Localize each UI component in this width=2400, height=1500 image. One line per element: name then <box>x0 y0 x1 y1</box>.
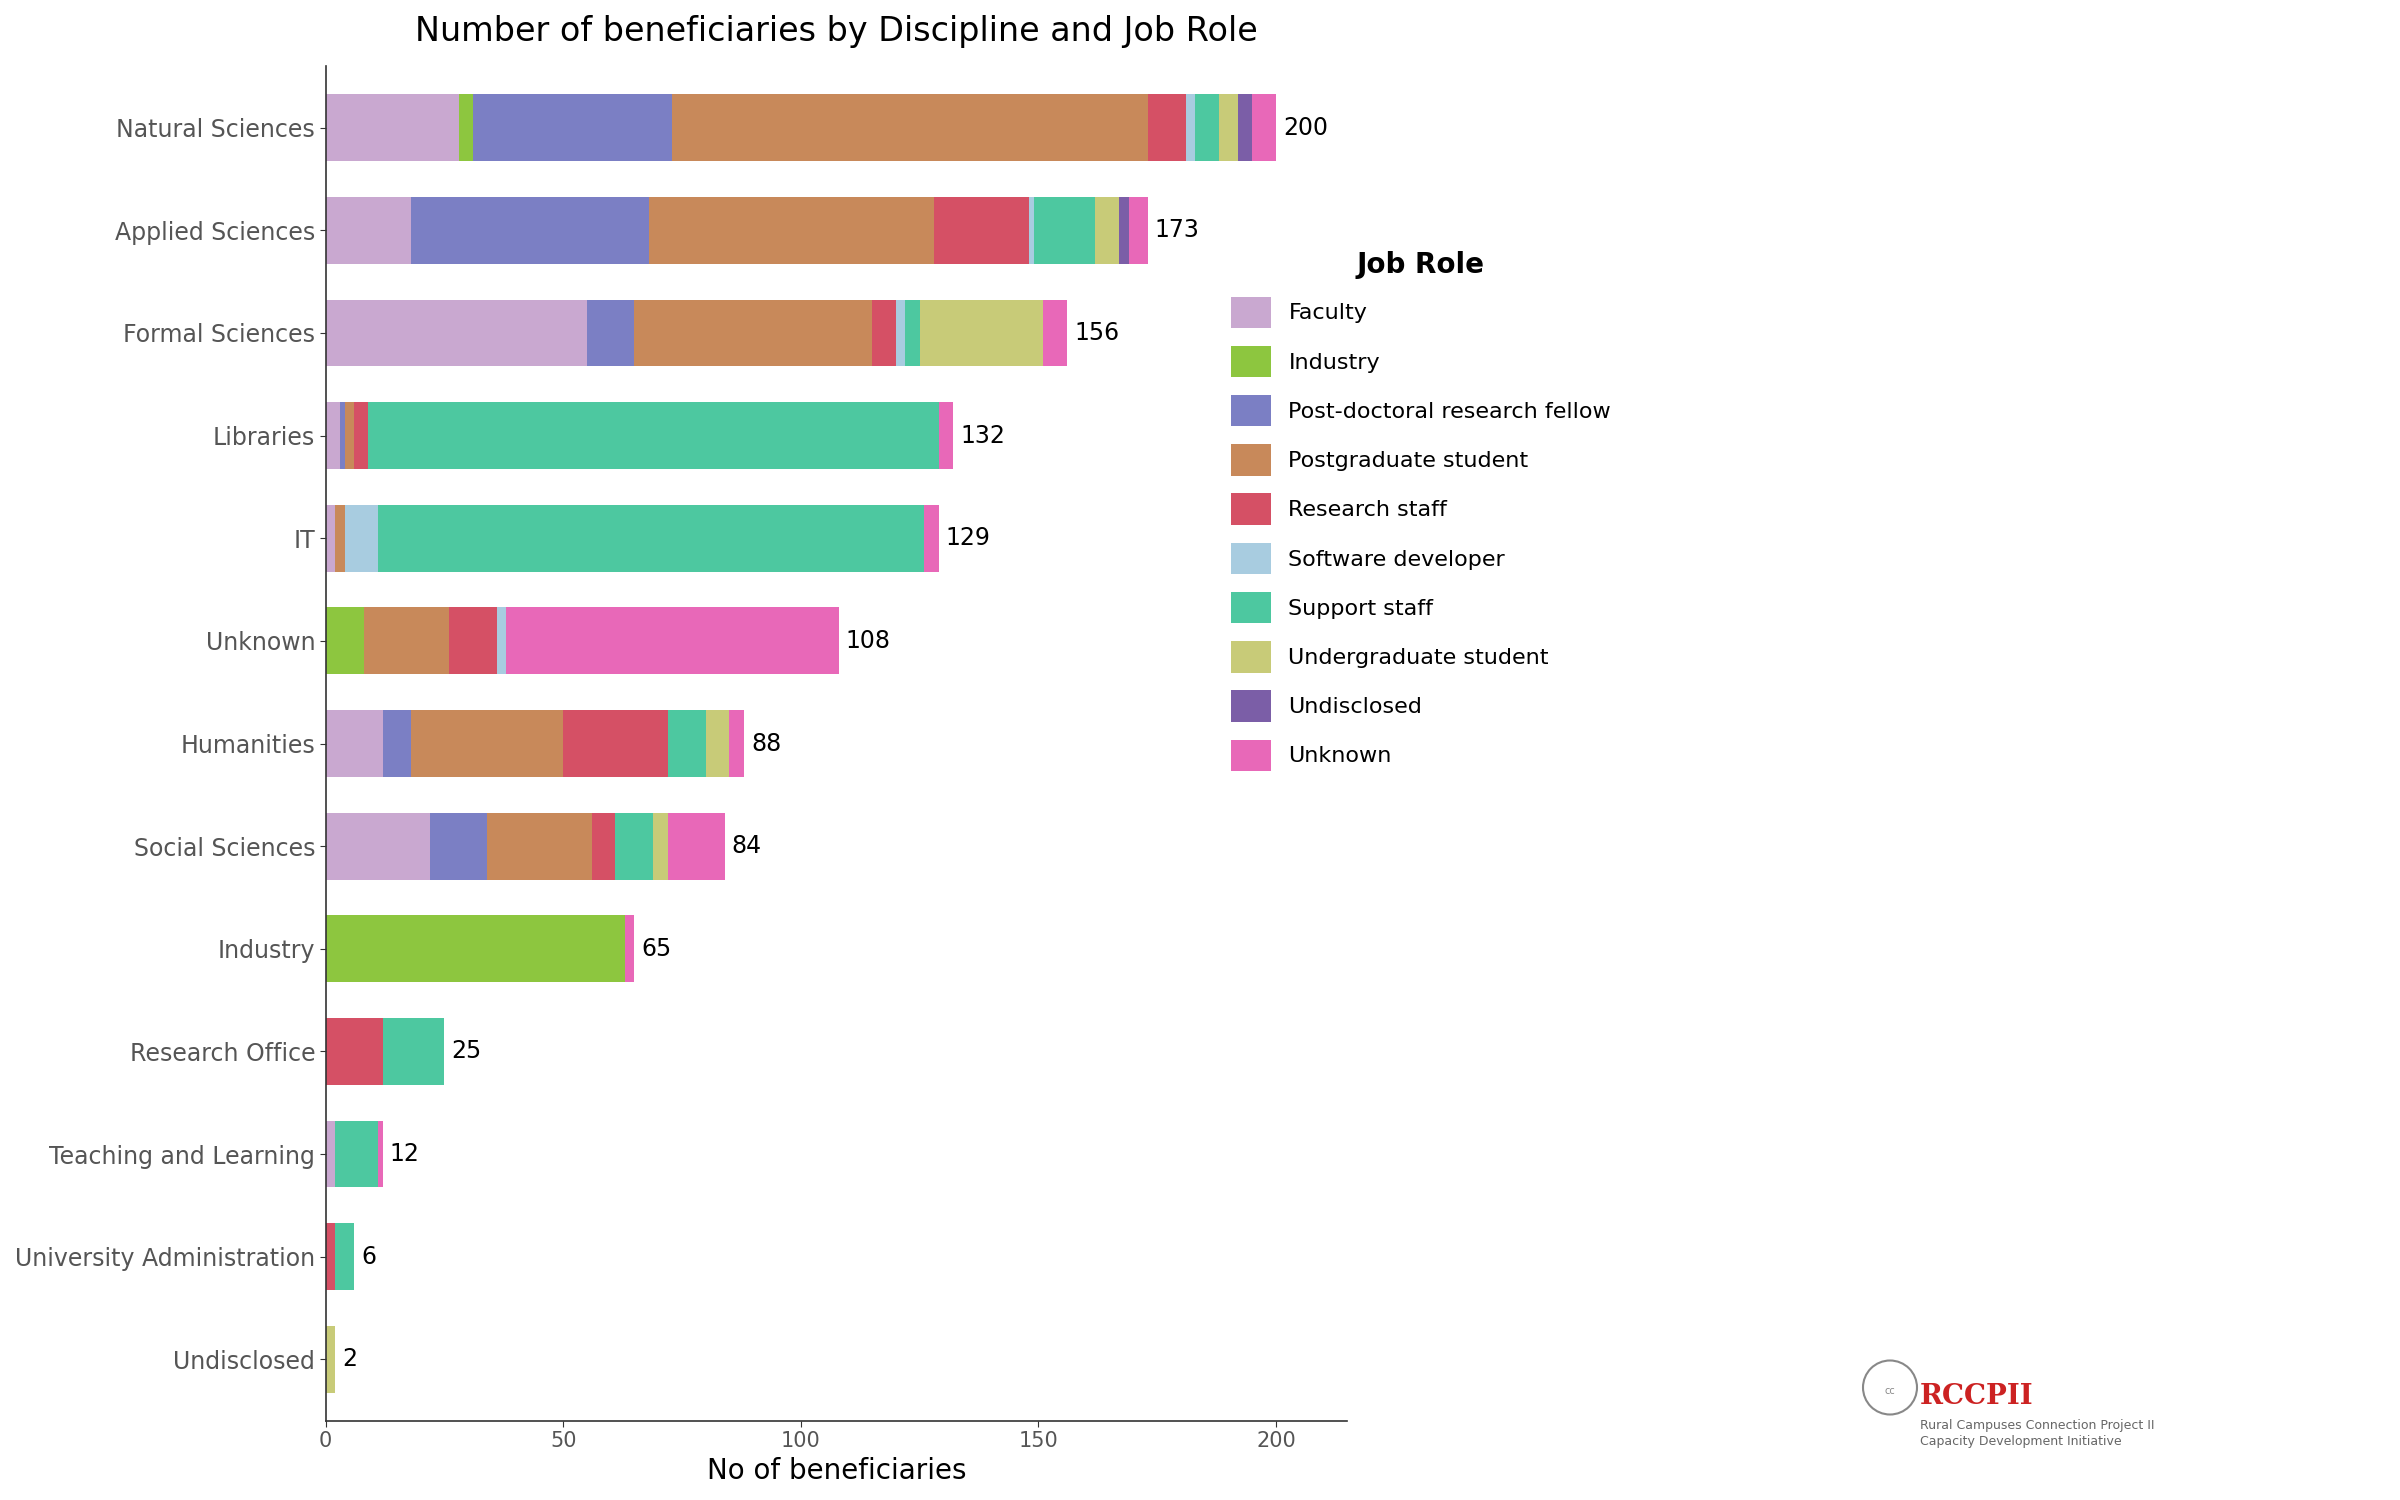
Bar <box>473 94 672 160</box>
Text: 6: 6 <box>360 1245 377 1269</box>
Text: 12: 12 <box>389 1142 420 1166</box>
Text: RCCPII: RCCPII <box>1920 1383 2033 1410</box>
Bar <box>730 710 744 777</box>
Bar <box>1034 196 1094 264</box>
Bar <box>326 506 336 572</box>
Bar <box>564 710 667 777</box>
Bar <box>336 506 346 572</box>
Bar <box>487 813 593 879</box>
Bar <box>367 402 938 470</box>
Bar <box>1128 196 1147 264</box>
Text: 108: 108 <box>845 628 890 652</box>
Text: 132: 132 <box>960 423 1006 447</box>
Text: 156: 156 <box>1075 321 1118 345</box>
Bar <box>1219 94 1238 160</box>
Legend: Faculty, Industry, Post-doctoral research fellow, Postgraduate student, Research: Faculty, Industry, Post-doctoral researc… <box>1219 240 1622 782</box>
Bar <box>1044 300 1068 366</box>
Bar <box>341 402 346 470</box>
Bar <box>458 94 473 160</box>
Bar <box>1253 94 1277 160</box>
Bar <box>326 813 430 879</box>
Bar <box>1186 94 1195 160</box>
Bar <box>871 300 895 366</box>
Bar <box>1118 196 1128 264</box>
Bar <box>624 915 634 982</box>
Bar <box>326 402 341 470</box>
Text: 173: 173 <box>1154 217 1200 242</box>
Bar <box>895 300 905 366</box>
Text: Rural Campuses Connection Project II
Capacity Development Initiative: Rural Campuses Connection Project II Cap… <box>1920 1419 2155 1448</box>
Bar <box>410 196 648 264</box>
Bar <box>905 300 919 366</box>
Bar <box>377 1120 382 1188</box>
Text: 129: 129 <box>946 526 991 550</box>
Bar <box>336 1224 355 1290</box>
Text: 65: 65 <box>641 938 672 962</box>
Bar <box>919 300 1044 366</box>
Bar <box>924 506 938 572</box>
Text: 25: 25 <box>451 1040 482 1064</box>
Bar <box>326 710 382 777</box>
Bar <box>326 300 588 366</box>
Bar <box>648 196 934 264</box>
Bar <box>382 710 410 777</box>
Bar <box>346 506 377 572</box>
Bar <box>667 813 725 879</box>
Text: cc: cc <box>1884 1386 1896 1395</box>
Bar <box>449 608 497 674</box>
Bar <box>326 1224 336 1290</box>
Text: 88: 88 <box>751 732 780 756</box>
Bar <box>1030 196 1034 264</box>
Bar <box>1094 196 1118 264</box>
Bar <box>506 608 840 674</box>
Bar <box>326 1019 382 1084</box>
Bar <box>706 710 730 777</box>
Bar <box>653 813 667 879</box>
X-axis label: No of beneficiaries: No of beneficiaries <box>706 1456 967 1485</box>
Bar <box>497 608 506 674</box>
Text: 200: 200 <box>1284 116 1327 140</box>
Bar <box>667 710 706 777</box>
Bar <box>362 608 449 674</box>
Title: Number of beneficiaries by Discipline and Job Role: Number of beneficiaries by Discipline an… <box>415 15 1258 48</box>
Text: 2: 2 <box>343 1347 358 1371</box>
Bar <box>1147 94 1186 160</box>
Bar <box>1238 94 1253 160</box>
Bar <box>430 813 487 879</box>
Bar <box>355 402 367 470</box>
Bar <box>672 94 1147 160</box>
Bar <box>326 1120 336 1188</box>
Text: 84: 84 <box>732 834 761 858</box>
Bar <box>934 196 1030 264</box>
Bar <box>410 710 564 777</box>
Bar <box>326 608 362 674</box>
Bar <box>614 813 653 879</box>
Bar <box>938 402 953 470</box>
Bar <box>326 1326 336 1394</box>
Bar <box>593 813 614 879</box>
Bar <box>336 1120 377 1188</box>
Bar <box>634 300 871 366</box>
Bar <box>382 1019 444 1084</box>
Bar <box>326 196 410 264</box>
Bar <box>588 300 634 366</box>
Bar <box>326 915 624 982</box>
Bar <box>377 506 924 572</box>
Bar <box>326 94 458 160</box>
Bar <box>1195 94 1219 160</box>
Bar <box>346 402 355 470</box>
